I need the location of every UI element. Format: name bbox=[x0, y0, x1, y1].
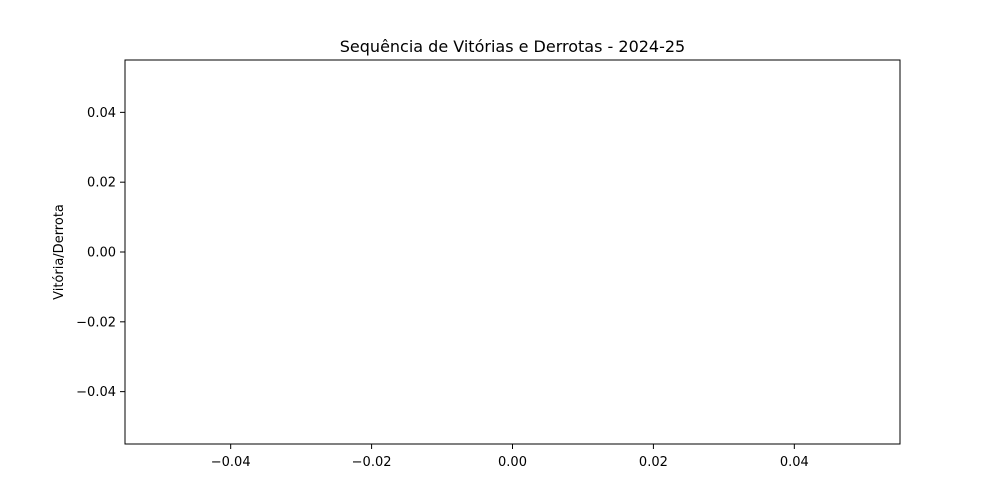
x-tick-label: −0.04 bbox=[211, 455, 251, 470]
y-tick-label: −0.04 bbox=[76, 385, 116, 400]
axes-frame bbox=[124, 59, 901, 445]
y-tick-label: 0.04 bbox=[87, 106, 116, 121]
y-tick-label: −0.02 bbox=[76, 315, 116, 330]
x-axis-ticks: −0.04 −0.02 0.00 0.02 0.04 bbox=[211, 444, 809, 470]
x-tick-label: 0.02 bbox=[639, 455, 668, 470]
x-tick-label: −0.02 bbox=[352, 455, 392, 470]
y-tick-label: 0.02 bbox=[87, 176, 116, 191]
x-tick-label: 0.00 bbox=[498, 455, 527, 470]
y-tick-label: 0.00 bbox=[87, 246, 116, 261]
chart-title: Sequência de Vitórias e Derrotas - 2024-… bbox=[340, 37, 685, 56]
y-axis-ticks: −0.04 −0.02 0.00 0.02 0.04 bbox=[76, 106, 125, 400]
y-axis-title: Vitória/Derrota bbox=[52, 204, 67, 300]
x-tick-label: 0.04 bbox=[780, 455, 809, 470]
